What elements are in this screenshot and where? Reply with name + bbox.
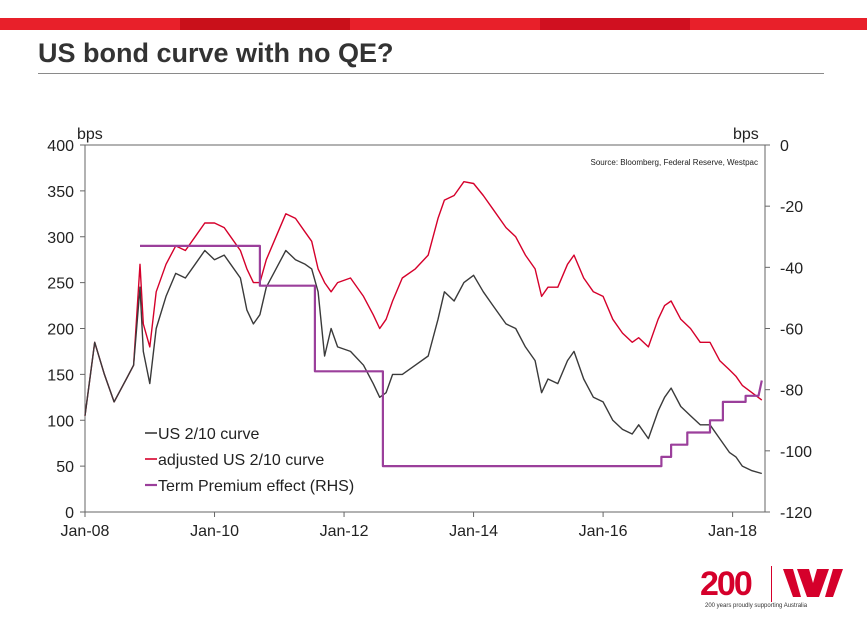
x-tick-label: Jan-14 (449, 523, 498, 540)
accent-bar-segment (0, 18, 180, 30)
x-tick-label: Jan-08 (61, 523, 110, 540)
westpac-w-logo-icon (783, 569, 843, 597)
left-tick-label: 50 (56, 459, 74, 476)
logo-tagline: 200 years proudly supporting Australia (705, 603, 808, 609)
legend-label: adjusted US 2/10 curve (158, 452, 324, 469)
left-tick-label: 150 (47, 367, 74, 384)
title-divider (38, 73, 824, 74)
top-accent-bar (0, 18, 867, 30)
right-tick-label: -100 (780, 444, 812, 461)
right-tick-label: -120 (780, 505, 812, 522)
accent-bar-segment (350, 18, 540, 30)
right-tick-label: -60 (780, 322, 803, 339)
chart-source-note: Source: Bloomberg, Federal Reserve, West… (591, 158, 758, 167)
x-axis: Jan-08 Jan-10 Jan-12 Jan-14 Jan-16 Jan-18 (61, 512, 757, 540)
series-layer (84, 181, 763, 475)
page-title: US bond curve with no QE? (38, 38, 394, 68)
legend-label: US 2/10 curve (158, 426, 259, 443)
left-axis-label: bps (77, 126, 103, 143)
series-line (140, 244, 763, 468)
left-tick-label: 0 (65, 505, 74, 522)
x-tick-label: Jan-12 (320, 523, 369, 540)
right-axis: -120 -100 -80 -60 -40 -20 0 (765, 138, 812, 522)
legend-label: Term Premium effect (RHS) (158, 478, 354, 495)
right-tick-label: -80 (780, 383, 803, 400)
accent-bar-segment (180, 18, 350, 30)
left-tick-label: 100 (47, 413, 74, 430)
chart-legend: US 2/10 curve adjusted US 2/10 curve Term … (145, 426, 354, 495)
left-tick-label: 350 (47, 184, 74, 201)
logo-divider (771, 566, 772, 602)
logo-200-mark: 200 (700, 565, 753, 603)
left-tick-label: 300 (47, 230, 74, 247)
accent-bar-segment (690, 18, 867, 30)
left-tick-label: 250 (47, 276, 74, 293)
right-axis-label: bps (733, 126, 759, 143)
x-tick-label: Jan-10 (190, 523, 239, 540)
right-tick-label: 0 (780, 138, 789, 155)
series-line (84, 249, 762, 475)
left-axis: 0 50 100 150 200 250 300 350 400 (47, 138, 85, 522)
x-tick-label: Jan-18 (708, 523, 757, 540)
left-tick-label: 400 (47, 138, 74, 155)
right-tick-label: -40 (780, 260, 803, 277)
x-tick-label: Jan-16 (579, 523, 628, 540)
series-line (84, 181, 763, 416)
accent-bar-segment (540, 18, 690, 30)
right-tick-label: -20 (780, 199, 803, 216)
left-tick-label: 200 (47, 322, 74, 339)
